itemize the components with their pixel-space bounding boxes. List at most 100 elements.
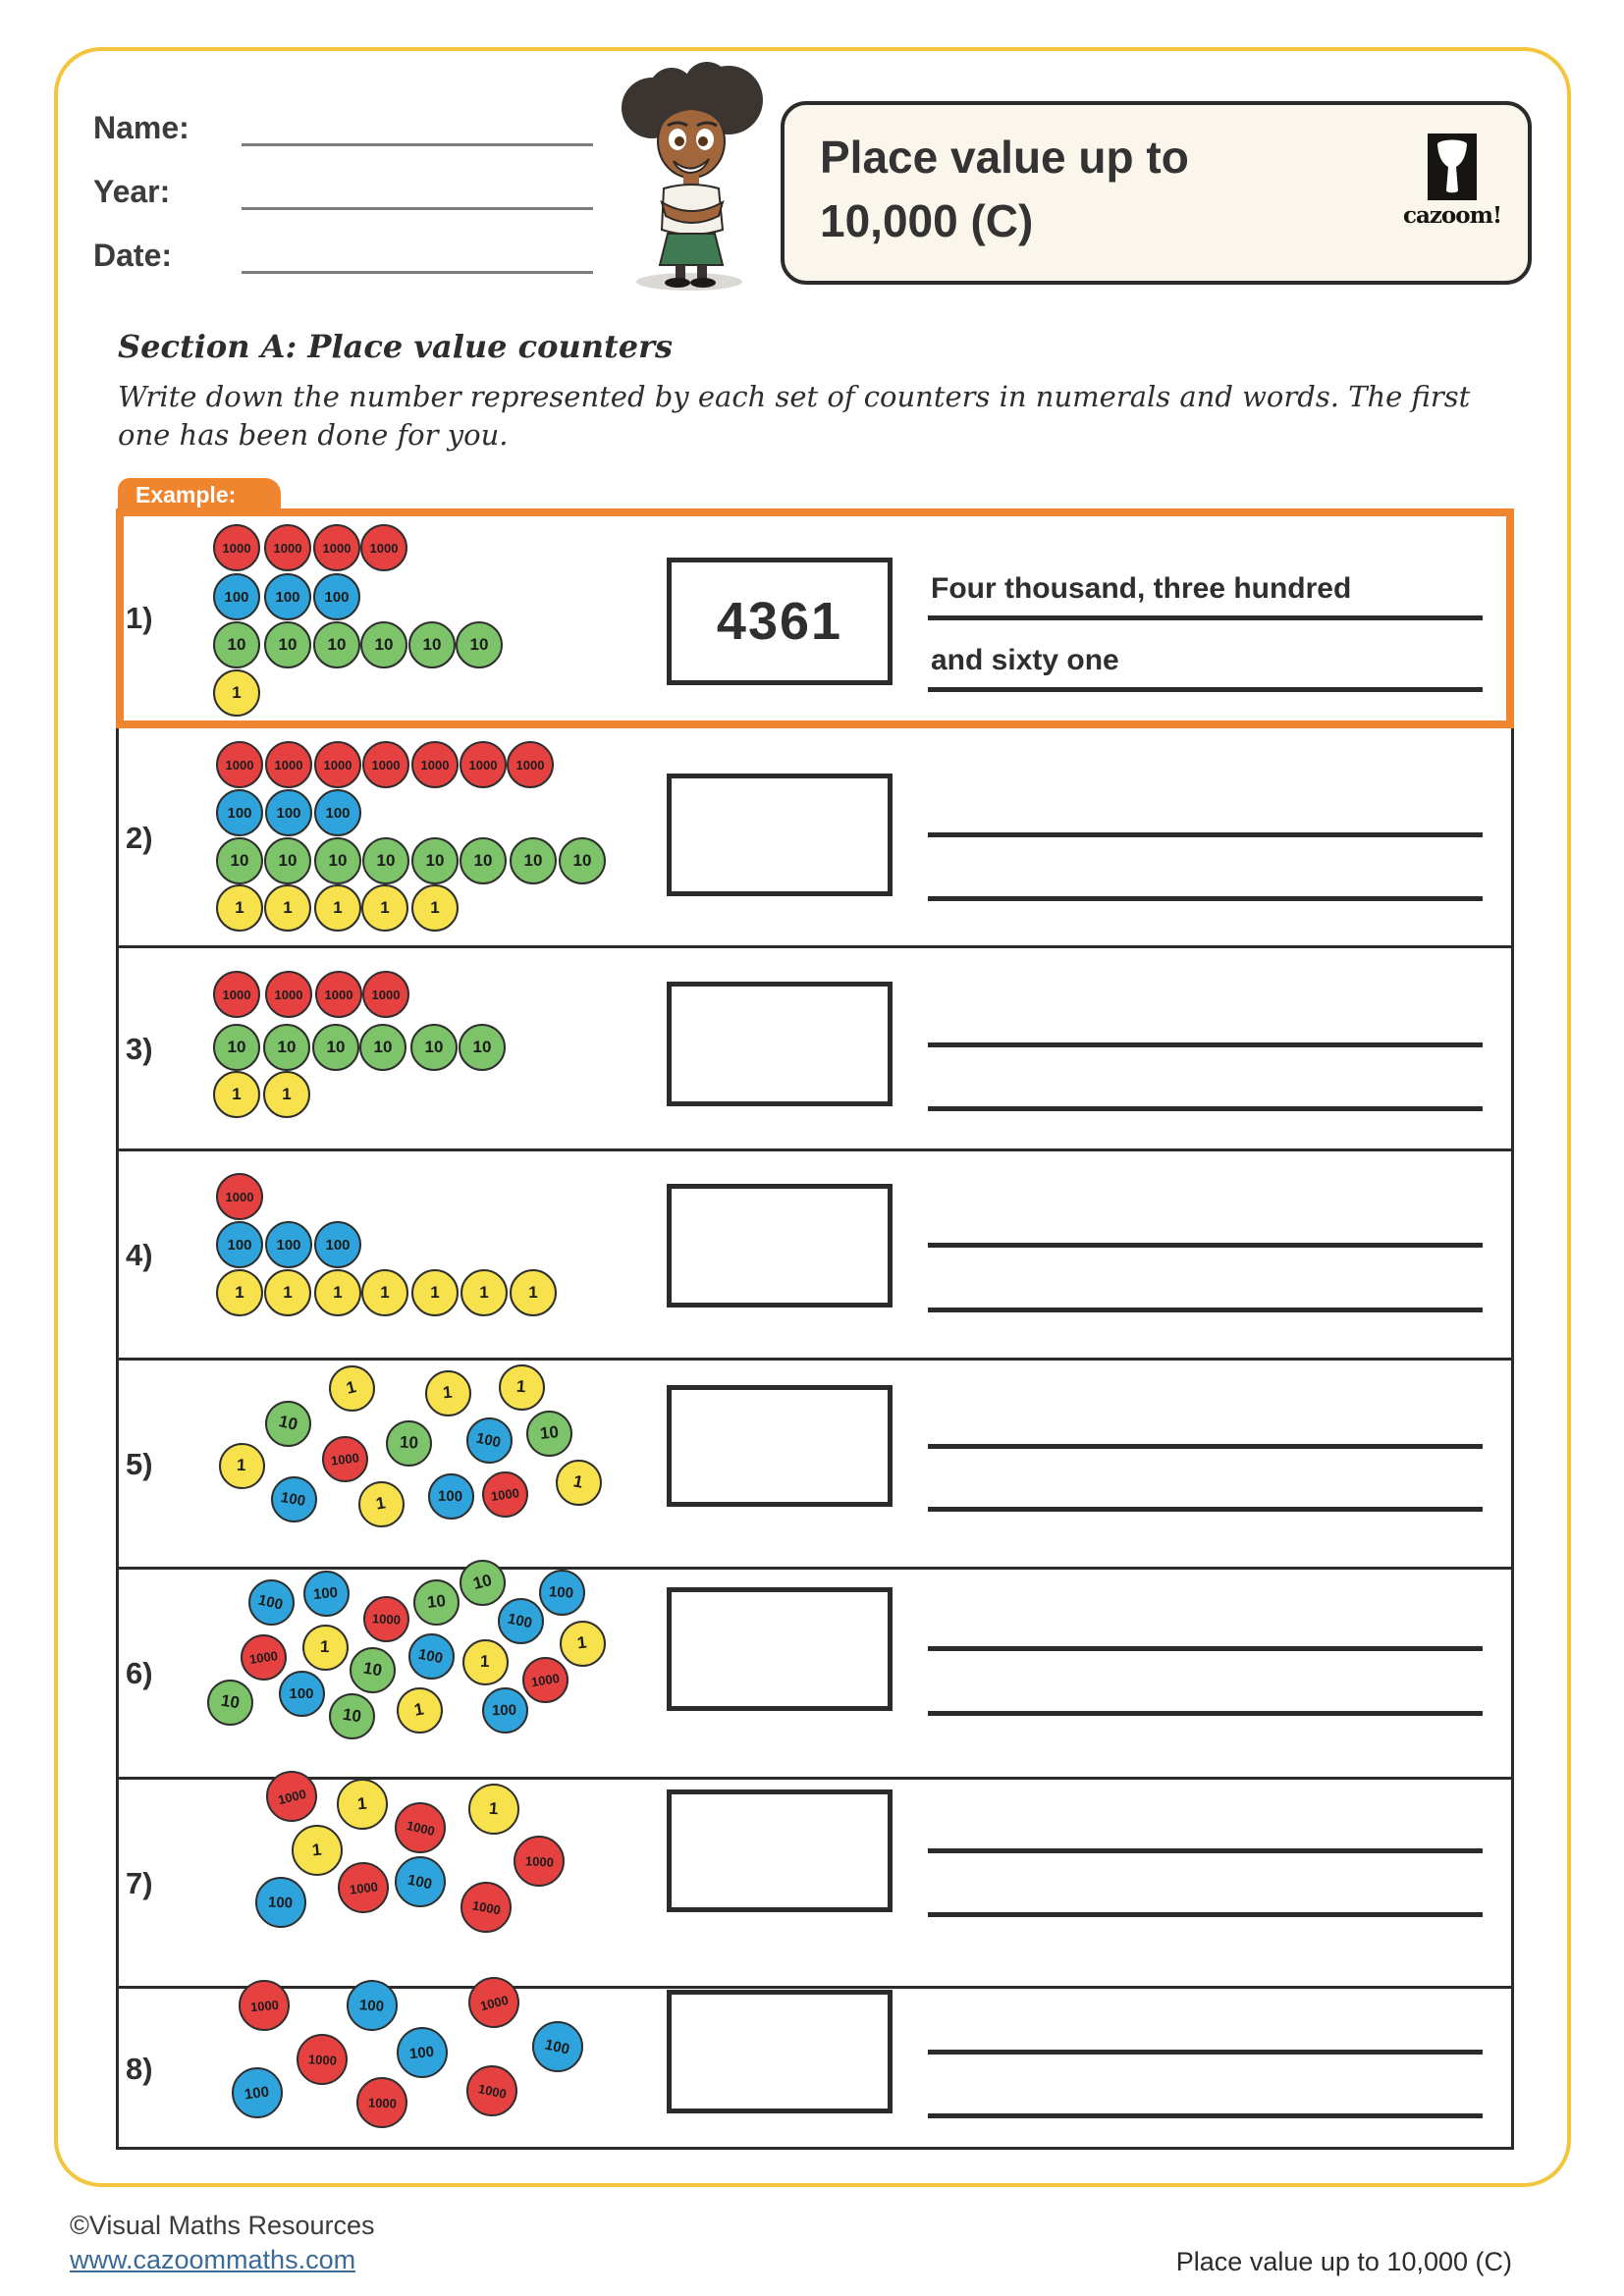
counter-10: 10 [349, 1646, 396, 1693]
counter-100: 100 [216, 1221, 263, 1268]
counter-1000: 1000 [265, 741, 312, 788]
counter-1: 1 [263, 1071, 310, 1118]
counter-value: 1000 [276, 1786, 307, 1807]
counter-1000: 1000 [213, 971, 260, 1018]
counter-value: 10 [373, 1038, 393, 1056]
answer-line [928, 1507, 1483, 1512]
counter-value: 1000 [222, 987, 251, 1002]
counter-value: 1 [412, 1699, 426, 1720]
counter-value: 1000 [489, 1484, 520, 1504]
counter-1000: 1000 [264, 524, 311, 571]
counter-1: 1 [337, 1779, 388, 1830]
counter-1: 1 [411, 884, 459, 932]
counter-value: 1 [571, 1471, 585, 1492]
name-label: Name: [93, 110, 189, 145]
counter-100: 100 [232, 2067, 283, 2118]
counter-value: 1 [333, 898, 343, 917]
counter-value: 1 [576, 1632, 588, 1653]
answer-line [928, 1243, 1483, 1248]
answer-box [667, 1990, 893, 2113]
counter-100: 100 [407, 1632, 455, 1680]
girl-illustration [611, 51, 778, 296]
counter-100: 100 [247, 1578, 295, 1626]
counter-value: 100 [492, 1701, 517, 1719]
counter-1: 1 [213, 1071, 260, 1118]
counter-100: 100 [216, 789, 263, 836]
counter-value: 1000 [405, 1817, 436, 1839]
counter-1: 1 [396, 1686, 443, 1734]
counter-value: 10 [425, 851, 445, 870]
counter-1000: 1000 [265, 971, 312, 1018]
question-number: 6) [126, 1656, 153, 1690]
counter-value: 100 [406, 1871, 435, 1893]
counter-value: 1000 [369, 540, 399, 556]
counter-10: 10 [213, 1024, 260, 1071]
counter-1000: 1000 [338, 1862, 389, 1913]
counter-value: 1 [479, 1283, 489, 1302]
counter-100: 100 [497, 1597, 544, 1644]
counter-value: 10 [219, 1690, 241, 1713]
counter-value: 10 [376, 851, 396, 870]
counter-100: 100 [397, 2027, 448, 2078]
counter-100: 100 [538, 1569, 585, 1616]
counter-100: 100 [481, 1686, 528, 1734]
footer-doc-title: Place value up to 10,000 (C) [1175, 2247, 1512, 2276]
counter-value: 100 [324, 588, 350, 606]
counter-value: 10 [227, 635, 246, 654]
counter-10: 10 [216, 837, 263, 884]
counter-1: 1 [468, 1784, 519, 1835]
year-label: Year: [93, 174, 171, 209]
counter-value: 1 [380, 1283, 390, 1302]
word-answer: Four thousand, three hundred [931, 572, 1352, 605]
counter-10: 10 [525, 1410, 572, 1457]
counter-1000: 1000 [362, 1595, 409, 1642]
counter-10: 10 [460, 837, 507, 884]
counter-1000: 1000 [239, 1980, 290, 2031]
counter-1000: 1000 [460, 741, 507, 788]
question-number: 7) [126, 1865, 153, 1900]
counter-value: 1 [442, 1382, 454, 1403]
counter-1: 1 [218, 1442, 265, 1489]
counter-value: 1 [235, 898, 244, 917]
page-border [54, 47, 1571, 2187]
answer-box [667, 1587, 893, 1711]
counter-10: 10 [264, 621, 311, 668]
counter-value: 10 [422, 635, 442, 654]
counter-value: 1000 [248, 1997, 280, 2014]
counter-value: 100 [276, 1236, 301, 1254]
answer-box [667, 1385, 893, 1507]
counter-value: 100 [325, 1236, 351, 1254]
counter-value: 1 [430, 898, 440, 917]
counter-1: 1 [424, 1369, 471, 1416]
counter-value: 1 [480, 1651, 490, 1672]
counter-value: 1000 [274, 757, 303, 773]
counter-1000: 1000 [362, 741, 409, 788]
counter-value: 100 [280, 1488, 307, 1510]
counter-value: 1000 [247, 1647, 279, 1667]
date-underline [242, 271, 593, 274]
counter-value: 1000 [307, 2051, 337, 2068]
counter-value: 10 [572, 851, 592, 870]
counter-value: 100 [438, 1487, 463, 1505]
counter-1000: 1000 [466, 2065, 517, 2116]
answer-line [928, 896, 1483, 901]
counter-value: 1 [515, 1376, 527, 1397]
counter-10: 10 [263, 1024, 310, 1071]
counter-value: 1000 [468, 757, 498, 773]
counter-1: 1 [357, 1480, 405, 1527]
counter-100: 100 [265, 1221, 312, 1268]
counter-value: 1000 [348, 1878, 379, 1897]
counter-1000: 1000 [315, 971, 362, 1018]
question-number: 8) [126, 2051, 153, 2086]
footer-copyright: ©Visual Maths Resources [70, 2211, 375, 2240]
counter-1: 1 [264, 1269, 311, 1316]
counter-value: 1000 [478, 1992, 510, 2013]
counter-10: 10 [213, 621, 260, 668]
answer-line [928, 1646, 1483, 1651]
footer-link[interactable]: www.cazoommaths.com [70, 2245, 356, 2274]
counter-100: 100 [465, 1416, 513, 1464]
counter-100: 100 [395, 1856, 446, 1907]
counter-value: 10 [523, 851, 543, 870]
